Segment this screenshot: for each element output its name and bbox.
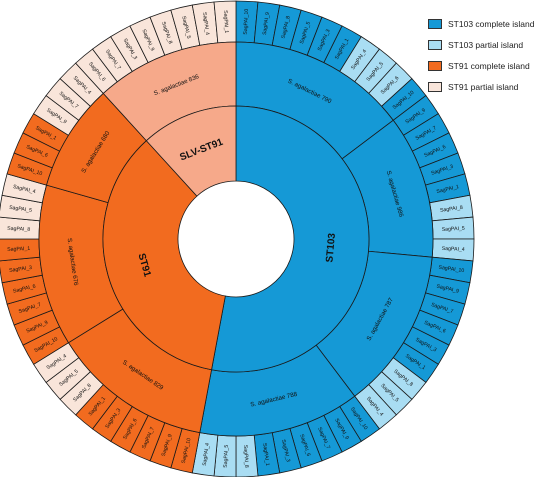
- island-label: SagPAI_8: [281, 15, 292, 39]
- legend-swatch: [428, 19, 442, 29]
- legend-item-st103-partial: ST103 partial island: [428, 35, 534, 55]
- island-label: SagPAI_10: [438, 265, 465, 275]
- legend-label: ST103 partial island: [448, 40, 524, 50]
- island-label: SagPAI_3: [280, 439, 291, 463]
- island-label: SagPAI_10: [181, 437, 193, 464]
- island-label: SagPAI_5: [223, 445, 230, 468]
- legend: ST103 complete island ST103 partial isla…: [428, 14, 534, 98]
- island-label: SagPAI_4: [12, 184, 36, 195]
- legend-swatch: [428, 61, 442, 71]
- legend-item-st91-complete: ST91 complete island: [428, 56, 534, 76]
- island-label: SagPAI_8: [242, 445, 249, 468]
- island-label: SagPAI_8: [440, 205, 464, 214]
- st-segment: [102, 140, 226, 371]
- island-label: SagPAI_3: [9, 265, 33, 274]
- island-label: SagPAI_1: [7, 246, 30, 253]
- island-label: SagPAI_5: [9, 205, 33, 214]
- island-label: SagPAI_1: [222, 10, 229, 33]
- island-label: SagPAI_4: [202, 443, 211, 467]
- island-label: SagPAI_9: [262, 12, 271, 36]
- island-label: SagPAI_5: [180, 15, 191, 39]
- island-label: SagPAI_5: [442, 226, 465, 233]
- legend-label: ST91 complete island: [448, 61, 530, 71]
- legend-label: ST91 partial island: [448, 82, 519, 92]
- island-label: SagPAI_4: [201, 12, 210, 36]
- island-label: SagPAI_6: [12, 284, 36, 295]
- legend-swatch: [428, 82, 442, 92]
- island-label: SagPAI_9: [436, 284, 460, 295]
- legend-item-st103-complete: ST103 complete island: [428, 14, 534, 34]
- st-segment: [211, 105, 370, 373]
- island-label: SagPAI_4: [442, 246, 465, 253]
- island-label: SagPAI_1: [436, 184, 460, 195]
- island-label: SagPAI_8: [7, 226, 30, 233]
- st-label: ST103: [324, 232, 338, 263]
- island-label: SagPAI_10: [243, 9, 250, 35]
- island-label: SagPAI_1: [261, 443, 270, 467]
- st-segment: [145, 105, 237, 197]
- legend-label: ST103 complete island: [448, 19, 535, 29]
- legend-swatch: [428, 40, 442, 50]
- legend-item-st91-partial: ST91 partial island: [428, 77, 534, 97]
